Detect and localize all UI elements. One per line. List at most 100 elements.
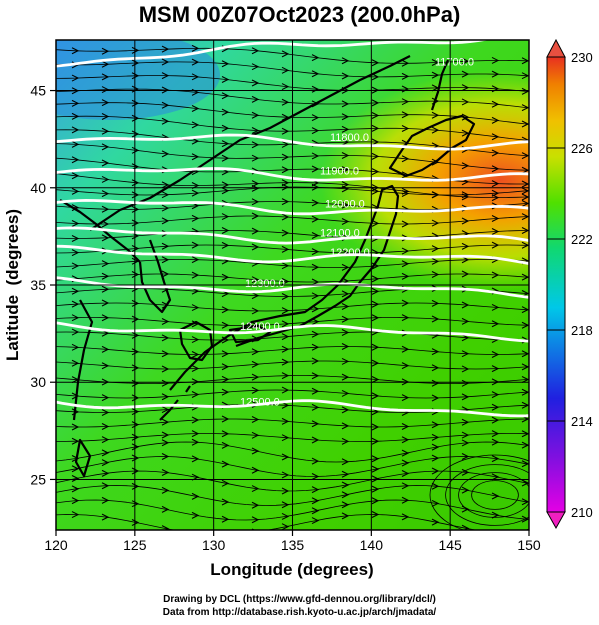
streamline-arrow [101, 143, 110, 151]
streamline-arrow [101, 272, 110, 280]
streamline-arrow [71, 249, 80, 257]
coast-sakhalin [430, 59, 450, 111]
streamline-arrow [461, 317, 470, 325]
streamline-arrow [341, 357, 350, 365]
streamline-arrow [461, 334, 470, 342]
streamline [56, 499, 529, 521]
colorbar-bottom-extension [546, 511, 566, 530]
streamline-arrow [401, 272, 410, 280]
streamline-arrow [521, 241, 529, 249]
streamline-arrow [101, 449, 110, 457]
streamline-arrow [131, 443, 140, 451]
streamline-arrow [191, 104, 200, 112]
streamline-arrow [461, 70, 470, 78]
streamline-arrow [521, 363, 529, 371]
y-tick-label: 40 [30, 180, 46, 196]
streamline-arrow [71, 328, 80, 336]
streamline-arrow [71, 172, 80, 180]
streamline-arrow [281, 166, 290, 174]
streamline [56, 186, 529, 196]
streamline-arrow [221, 363, 230, 371]
streamline-arrow [281, 277, 290, 285]
streamline-arrow [491, 430, 500, 438]
streamline-arrow [281, 512, 290, 520]
streamline-arrow [461, 431, 470, 439]
streamline-arrow [101, 47, 110, 55]
streamline-arrow [161, 418, 170, 426]
streamline-arrow [491, 303, 500, 311]
streamline-arrow [131, 130, 140, 138]
streamline-arrow [131, 270, 140, 278]
streamline-arrow [221, 350, 230, 358]
streamline-arrow [371, 124, 380, 132]
streamline-arrow [521, 498, 529, 506]
streamline-arrow [431, 71, 440, 79]
streamline-arrow [341, 303, 350, 310]
streamline-arrow [341, 481, 350, 489]
streamline-arrow [341, 138, 350, 146]
streamline-arrow [161, 181, 170, 189]
streamline-arrow [311, 486, 320, 494]
streamline-arrow [281, 401, 290, 409]
streamline-arrow [161, 101, 170, 109]
streamline-arrow [221, 213, 230, 221]
streamline-arrow [371, 343, 380, 351]
streamline-arrow [371, 219, 380, 227]
streamline-arrow [101, 190, 110, 198]
streamline [56, 389, 529, 399]
streamline-arrow [131, 163, 140, 171]
streamline-arrow [491, 165, 500, 173]
contour-label: 12200.0 [330, 247, 370, 259]
streamline-arrow [311, 507, 320, 515]
streamline-arrow [71, 219, 80, 227]
streamline-arrow [281, 320, 290, 328]
contour-label: 12300.0 [245, 278, 285, 290]
streamline-arrow [311, 343, 320, 351]
streamline-arrow [431, 271, 440, 279]
y-tick-label: 25 [30, 471, 46, 487]
streamline-arrow [491, 416, 500, 424]
streamline-arrow [221, 241, 230, 249]
streamline-arrow [71, 300, 80, 308]
streamline-arrow [251, 63, 260, 71]
streamline-arrow [311, 70, 320, 78]
streamline-arrow [101, 73, 110, 81]
streamline-arrow [431, 245, 440, 253]
streamline-arrow [371, 73, 380, 81]
streamline-arrow [251, 243, 260, 251]
y-axis-ticks: 25 30 35 40 45 [30, 83, 56, 487]
streamline-arrow [491, 320, 500, 328]
streamline-arrow [521, 57, 529, 65]
streamline-arrow [161, 406, 170, 414]
streamline-arrow [341, 491, 350, 499]
streamline-arrow [491, 215, 500, 223]
streamline-arrow [161, 486, 170, 494]
streamline-arrow [341, 373, 350, 381]
streamline-arrow [491, 133, 500, 141]
height-contour [56, 321, 529, 343]
streamline-arrow [341, 343, 350, 350]
streamline-arrow [191, 455, 200, 463]
streamline-arrow [401, 394, 410, 402]
streamline-arrow [131, 191, 140, 199]
streamline-arrow [371, 423, 380, 431]
streamline-arrow [71, 99, 80, 107]
streamline-arrow [251, 47, 260, 55]
streamline-arrow [101, 496, 110, 504]
streamline-arrow [191, 365, 200, 373]
streamline-arrow [341, 113, 350, 121]
streamline-arrow [521, 441, 529, 449]
streamline-arrow [161, 150, 170, 158]
streamline-arrow [221, 181, 230, 189]
streamline-arrow [101, 422, 110, 430]
streamline-arrow [251, 386, 260, 394]
streamline-arrow [131, 421, 140, 429]
streamline-arrow [371, 359, 380, 367]
colorbar-tick-label: 226 [571, 141, 593, 156]
streamline-arrow [431, 467, 440, 475]
streamline-arrow [371, 59, 380, 67]
streamline-arrow [461, 98, 470, 106]
streamline-arrow [281, 183, 290, 191]
streamline [56, 215, 529, 225]
streamline-arrow [401, 436, 410, 444]
